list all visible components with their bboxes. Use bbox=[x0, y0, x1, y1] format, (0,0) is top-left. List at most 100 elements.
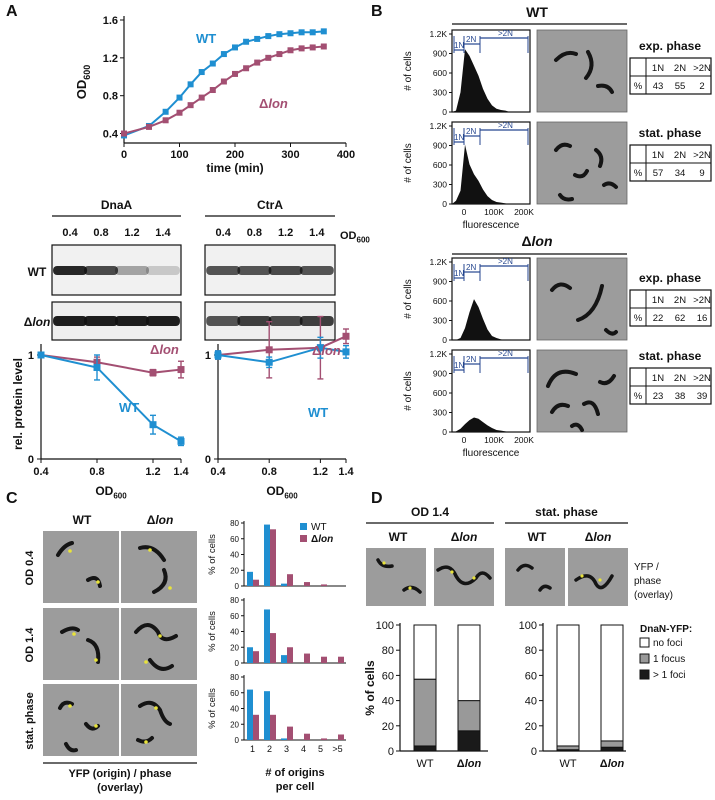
facs-wt-header: WT bbox=[526, 4, 548, 20]
ctra-band-wt bbox=[299, 266, 334, 275]
c-hist-x-tick-label: 4 bbox=[301, 744, 306, 754]
growth-data-point bbox=[187, 102, 194, 109]
d-legend-swatch bbox=[639, 653, 650, 664]
facs-cell bbox=[598, 374, 616, 386]
growth-data-point bbox=[162, 108, 169, 115]
facs-table-pct: % bbox=[634, 313, 643, 324]
facs-table-header: >2N bbox=[693, 373, 711, 384]
d-col-lon: Δlon bbox=[451, 530, 478, 544]
dnaa-quant-y-tick-label: 1 bbox=[28, 350, 34, 362]
d-stacked-bar-segment bbox=[413, 745, 437, 752]
growth-data-point bbox=[287, 30, 294, 37]
c-hist-y-tick-label: 0 bbox=[235, 736, 240, 745]
c-cell bbox=[152, 568, 168, 594]
dnaa-quant-legend-lon: Δlon bbox=[150, 342, 179, 357]
facs-cell bbox=[554, 142, 572, 152]
facs-cell bbox=[570, 422, 584, 432]
facs-y-axis-title: # of cells bbox=[403, 51, 414, 90]
facs-x-axis-title: fluorescence bbox=[463, 220, 520, 231]
ctra-quant-data-point bbox=[342, 332, 350, 340]
facs-table-value: 9 bbox=[699, 168, 704, 179]
growth-data-point bbox=[320, 28, 327, 35]
dnaa-quant-x-tick-label: 1.4 bbox=[173, 466, 189, 478]
facs-y-axis-title: # of cells bbox=[403, 143, 414, 182]
d-micrograph-lon bbox=[568, 548, 628, 606]
c-micrograph-wt bbox=[43, 531, 119, 603]
c-hist-bar bbox=[281, 583, 287, 586]
dnaa-quant-data-point bbox=[177, 437, 185, 445]
c-yfp-focus bbox=[158, 634, 162, 638]
d-legend-title: DnaN-YFP: bbox=[640, 624, 692, 635]
facs-gate-label-2n: 2N bbox=[466, 263, 476, 272]
d-cell bbox=[376, 558, 394, 569]
growth-data-point bbox=[220, 78, 227, 85]
c-hist-bar bbox=[321, 656, 327, 663]
facs-gate-label-1n: 1N bbox=[454, 133, 464, 142]
growth-y-axis-title: OD600 bbox=[74, 65, 92, 100]
ctra-quant-data-point bbox=[342, 348, 350, 356]
d-stacked-bar-segment bbox=[600, 746, 624, 752]
facs-gate-label-1n: 1N bbox=[454, 361, 464, 370]
ctra-band-wt bbox=[206, 266, 241, 275]
ctra-title: CtrA bbox=[257, 198, 283, 212]
dnaa-band-lon bbox=[145, 316, 180, 326]
d-y-tick-label: 40 bbox=[525, 696, 537, 708]
growth-data-point bbox=[198, 69, 205, 76]
growth-data-point bbox=[309, 29, 316, 36]
d-overlay-caption-1: YFP / bbox=[634, 562, 659, 573]
facs-cell bbox=[582, 400, 600, 416]
facs-x-tick-label: 200K bbox=[514, 207, 534, 217]
growth-data-point bbox=[162, 117, 169, 124]
d-micrograph-wt bbox=[366, 548, 426, 606]
c-hist-x-tick-label: 2 bbox=[267, 744, 272, 754]
growth-data-point bbox=[265, 54, 272, 61]
growth-data-point bbox=[176, 109, 183, 116]
dnaa-quant-series-line bbox=[40, 354, 182, 443]
c-hist-x-tick-label: 3 bbox=[284, 744, 289, 754]
facs-y-tick-label: 900 bbox=[433, 369, 447, 379]
c-hist-bar bbox=[247, 571, 253, 586]
dnaa-band-lon bbox=[84, 316, 119, 326]
d-stacked-bar-segment bbox=[413, 678, 437, 747]
ctra-od-label: 1.2 bbox=[278, 227, 293, 239]
c-cell bbox=[86, 638, 101, 664]
facs-y-tick-label: 600 bbox=[433, 388, 447, 398]
d-stacked-bar-segment bbox=[600, 740, 624, 748]
d-y-tick-label: 80 bbox=[382, 645, 394, 657]
d-y-tick-label: 80 bbox=[525, 645, 537, 657]
c-hist-bar bbox=[304, 733, 310, 740]
facs-cell bbox=[558, 193, 574, 202]
d-cell bbox=[538, 584, 552, 592]
facs-x-tick-label: 0 bbox=[462, 435, 467, 445]
growth-data-point bbox=[243, 65, 250, 72]
c-hist-bar bbox=[304, 653, 310, 663]
c-yfp-focus bbox=[72, 632, 76, 636]
c-col-lon: Δlon bbox=[147, 513, 174, 527]
panel-label-a: A bbox=[6, 3, 18, 20]
facs-table-header: 2N bbox=[674, 150, 686, 161]
growth-data-point bbox=[187, 81, 194, 88]
growth-data-point bbox=[232, 70, 238, 77]
growth-x-axis-title: time (min) bbox=[206, 161, 263, 175]
dnaa-od-label: 0.4 bbox=[62, 227, 78, 239]
facs-micrograph bbox=[536, 349, 628, 433]
d-micrograph-wt bbox=[505, 548, 565, 606]
ctra-band-lon bbox=[268, 316, 303, 326]
facs-histogram bbox=[452, 144, 510, 204]
growth-data-point bbox=[176, 94, 183, 101]
c-hist-bar bbox=[253, 714, 259, 740]
ctra-quant-y-tick-label: 1 bbox=[205, 350, 211, 362]
facs-x-tick-label: 100K bbox=[484, 207, 504, 217]
ctra-od-label: 0.8 bbox=[247, 227, 262, 239]
facs-y-tick-label: 600 bbox=[433, 160, 447, 170]
c-micrograph-wt bbox=[43, 684, 119, 756]
facs-x-tick-label: 100K bbox=[484, 435, 504, 445]
facs-cell bbox=[546, 369, 578, 388]
c-yfp-focus bbox=[144, 660, 148, 664]
c-hist-y-tick-label: 80 bbox=[230, 519, 239, 528]
facs-y-tick-label: 900 bbox=[433, 141, 447, 151]
growth-x-tick-label: 200 bbox=[226, 149, 244, 161]
d-cell bbox=[402, 585, 422, 594]
facs-table-header: 1N bbox=[652, 63, 664, 74]
facs-table-header: 1N bbox=[652, 373, 664, 384]
